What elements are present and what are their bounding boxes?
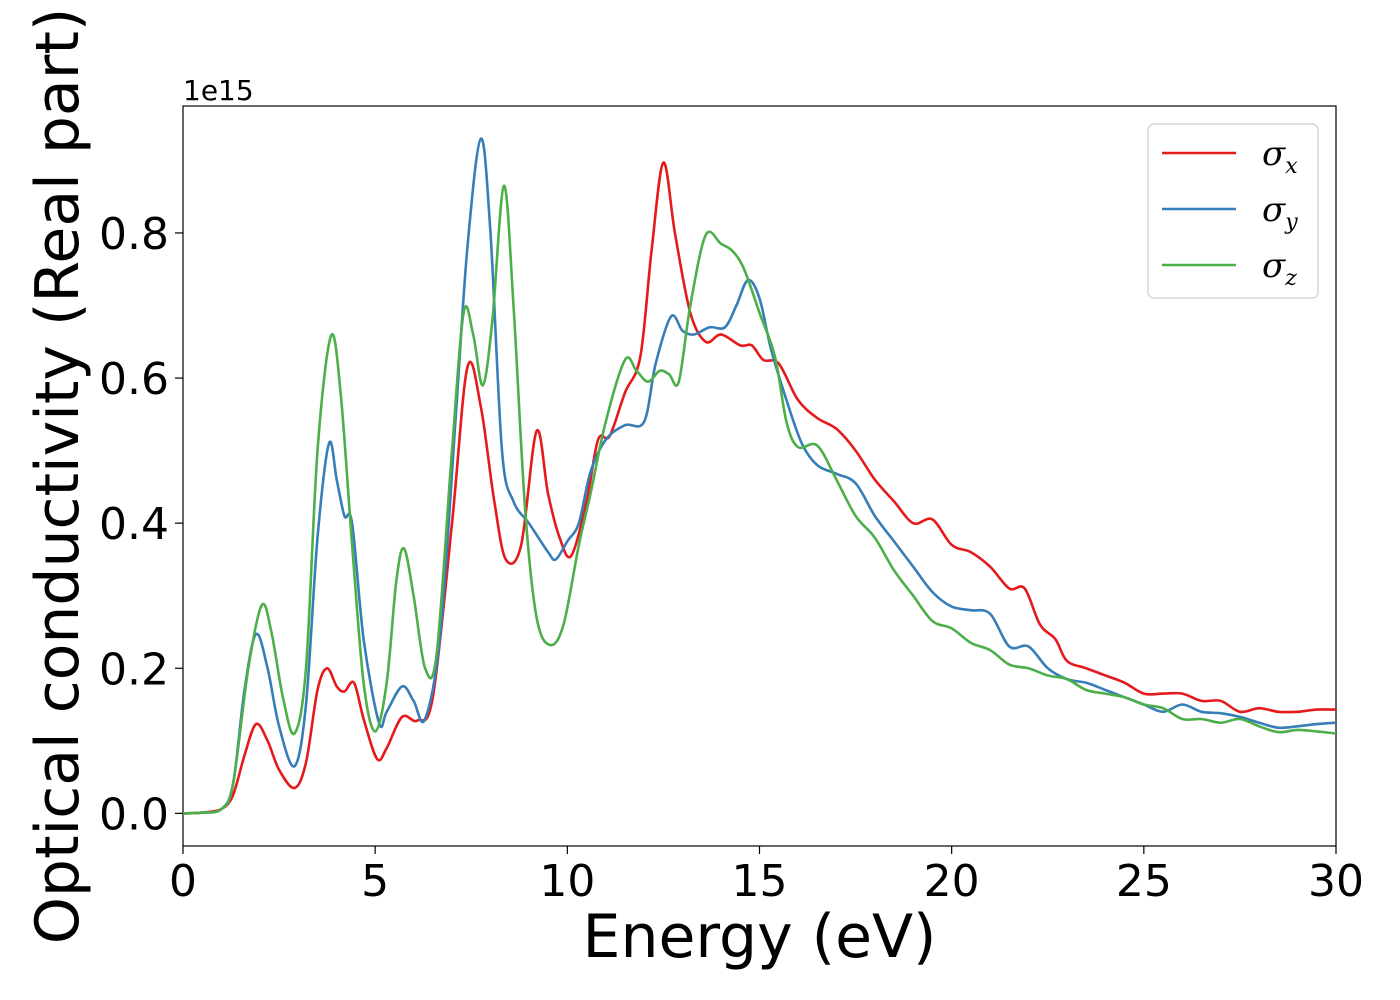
y-tick-label: 0.2 [99,644,169,695]
series-line-sigma-x [182,161,1337,815]
x-tick-label: 0 [169,856,197,907]
legend-symbol: σ [1262,246,1286,286]
legend-label-sigma-y: σy [1262,190,1298,235]
y-tick-label: 0.0 [99,789,169,840]
y-offset-label: 1e15 [183,74,254,107]
series-line-sigma-y [182,137,1337,815]
series-layer [182,137,1337,815]
y-tick-label: 0.4 [99,499,169,550]
legend-box [1147,123,1319,299]
y-tick-label: 0.8 [99,209,169,260]
x-tick-label: 25 [1116,856,1172,907]
x-tick-label: 20 [924,856,980,907]
legend-subscript: z [1284,266,1297,291]
x-axis-title: Energy (eV) [583,902,937,972]
x-tick-label: 15 [732,856,788,907]
x-tick-label: 5 [361,856,389,907]
legend-subscript: y [1284,210,1298,235]
x-axis-ticks: 0 5 10 15 20 25 30 [169,846,1364,907]
y-axis-title: Optical conductivity (Real part) [23,8,93,945]
series-line-sigma-z [182,184,1337,815]
legend-label-sigma-x: σx [1262,134,1298,179]
x-tick-label: 30 [1308,856,1364,907]
legend-symbol: σ [1262,134,1286,174]
y-tick-label: 0.6 [99,354,169,405]
legend-label-sigma-z: σz [1262,246,1297,291]
y-axis-ticks: 0.0 0.2 0.4 0.6 0.8 [99,209,183,840]
x-tick-label: 10 [539,856,595,907]
legend-symbol: σ [1262,190,1286,230]
legend-subscript: x [1285,154,1298,179]
